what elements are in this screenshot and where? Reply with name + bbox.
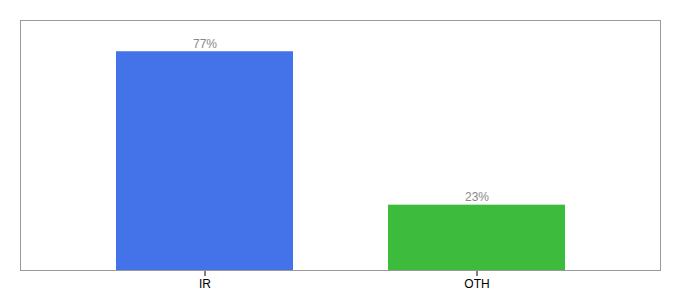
svg-text:IR: IR xyxy=(199,277,211,291)
svg-text:77%: 77% xyxy=(193,37,217,51)
svg-text:OTH: OTH xyxy=(464,277,489,291)
svg-text:23%: 23% xyxy=(465,190,489,204)
